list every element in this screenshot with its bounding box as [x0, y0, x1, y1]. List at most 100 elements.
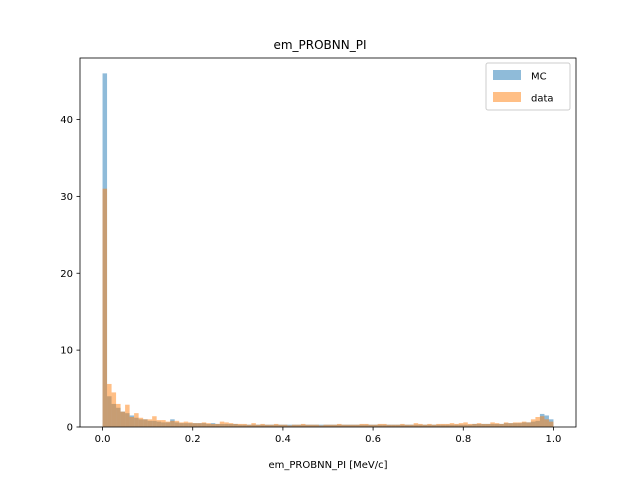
histogram-bar	[535, 417, 540, 427]
histogram-bar	[467, 423, 473, 427]
histogram-bar	[404, 424, 410, 427]
histogram-bar	[152, 416, 157, 427]
histogram-bar	[287, 425, 292, 427]
histogram-bar	[251, 423, 256, 427]
axes-layer: 0.0 0.2 0.4 0.6 0.8 1.0 0 10 20 30 40	[60, 57, 577, 445]
histogram-bar	[269, 424, 274, 427]
histogram-bar	[210, 423, 216, 427]
histogram-bar	[503, 422, 509, 427]
histogram-bar	[454, 423, 459, 427]
x-tick-label: 0.6	[365, 434, 381, 445]
histogram-bar	[116, 403, 121, 427]
histogram-bar	[386, 424, 392, 427]
histogram-bar	[544, 419, 549, 427]
histogram-bar	[170, 420, 175, 427]
histogram-bar	[508, 423, 513, 427]
histogram-bar	[539, 416, 545, 427]
histogram-bar	[490, 422, 495, 427]
histogram-bar	[206, 423, 211, 427]
histogram-bar	[512, 422, 518, 427]
histogram-bar	[102, 188, 108, 427]
histogram-bar	[125, 404, 130, 427]
histogram-bar	[138, 417, 144, 427]
histogram-bar	[382, 423, 387, 427]
histogram-bar	[309, 424, 315, 427]
histogram-bar	[499, 423, 504, 427]
histogram-bar	[350, 424, 356, 427]
histogram-bar	[143, 419, 148, 427]
histogram-bar	[418, 423, 423, 427]
histogram-bar	[107, 383, 112, 427]
histogram-bar	[328, 424, 333, 427]
histogram-bar	[188, 422, 193, 427]
legend: MC data	[485, 62, 571, 111]
histogram-bar	[314, 424, 319, 427]
histogram-bar	[359, 423, 365, 427]
histogram-bar	[346, 424, 351, 427]
plot-frame	[79, 57, 577, 428]
legend-label-mc: MC	[531, 72, 547, 83]
histogram-bar	[318, 425, 324, 427]
histogram-bar	[296, 424, 301, 427]
histogram-bar	[427, 423, 432, 427]
histogram-bar	[436, 423, 441, 427]
histogram-bar	[111, 392, 117, 427]
histogram-bar	[237, 423, 243, 427]
histogram-bar	[355, 424, 360, 427]
y-tick-label: 40	[60, 115, 73, 126]
histogram-bar	[530, 419, 536, 427]
histogram-bar	[305, 424, 310, 427]
histogram-bar	[323, 424, 328, 427]
histogram-bar	[215, 423, 220, 427]
histogram-bar	[224, 422, 229, 427]
histogram-bar	[179, 422, 184, 427]
x-tick-label: 0.4	[275, 434, 291, 445]
histogram-bar	[255, 424, 261, 427]
histogram-bar	[548, 421, 554, 427]
histogram-bar	[368, 424, 374, 427]
histogram-bar	[431, 424, 437, 427]
histogram-bar	[260, 423, 265, 427]
histogram-bar	[219, 421, 225, 427]
histogram-bar	[409, 424, 414, 427]
legend-swatch-mc	[493, 70, 521, 80]
histogram-bar	[129, 417, 135, 427]
y-tick-label: 10	[60, 346, 73, 357]
y-tick-label: 0	[67, 423, 73, 434]
x-tick-label: 1.0	[546, 434, 562, 445]
histogram-bar	[300, 423, 306, 427]
histogram-bar	[165, 421, 171, 427]
histogram-bar	[264, 424, 270, 427]
y-tick-label: 20	[60, 269, 73, 280]
series-data-bars	[102, 188, 554, 427]
histogram-bar	[485, 423, 491, 427]
histogram-bar	[422, 424, 428, 427]
histogram-bar	[481, 423, 486, 427]
histogram-bar	[472, 423, 477, 427]
histogram-bar	[517, 422, 522, 427]
histogram-bar	[494, 423, 500, 427]
histogram-bar	[377, 423, 383, 427]
histogram-bar	[364, 423, 369, 427]
histogram-bar	[134, 413, 139, 427]
histogram-bar	[445, 423, 450, 427]
histogram-bar	[156, 420, 162, 427]
histogram-bar	[332, 424, 338, 427]
x-tick-label: 0.0	[95, 434, 111, 445]
histogram-bar	[273, 423, 279, 427]
histogram-bar	[161, 420, 166, 427]
histogram-bar	[413, 423, 419, 427]
histogram-bar	[449, 423, 455, 427]
histogram-bar	[201, 422, 207, 427]
histogram-bar	[183, 421, 189, 427]
histogram-bar	[440, 423, 446, 427]
histogram-bar	[291, 424, 297, 427]
histogram-bar	[337, 423, 342, 427]
histogram-bar	[233, 423, 238, 427]
histogram-bar	[147, 419, 153, 427]
histogram-bar	[476, 423, 482, 427]
histogram-bar	[192, 423, 198, 427]
histogram-bar	[526, 422, 531, 427]
histogram-bar	[120, 411, 126, 427]
